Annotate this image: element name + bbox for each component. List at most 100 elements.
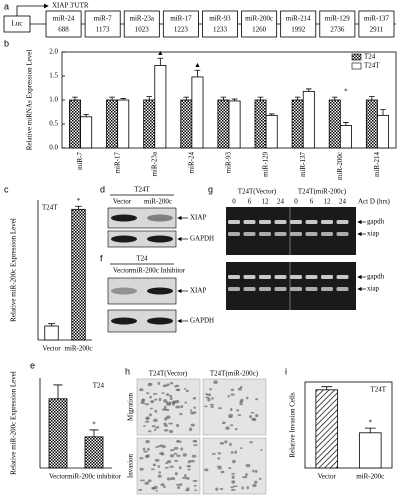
cell: [141, 398, 145, 403]
inset-label: T24T: [42, 204, 58, 212]
blot-strip: [107, 207, 177, 229]
promoter-label: Luc: [12, 20, 23, 28]
bar: [191, 76, 204, 149]
site-box: [162, 10, 199, 38]
cell: [150, 468, 155, 471]
x-tick-label: Vector: [42, 345, 61, 353]
y-axis-label: Relative miR-200c Expression Level: [10, 371, 18, 475]
cell: [143, 450, 148, 453]
bar: [84, 436, 104, 469]
gel-band: [336, 287, 349, 291]
cell: [230, 393, 235, 396]
cell: [161, 392, 165, 394]
cell: [186, 465, 192, 468]
cell: [239, 401, 243, 406]
error-bar: [257, 96, 264, 100]
cell: [144, 403, 150, 406]
cell: [240, 447, 243, 450]
band-label: XIAP: [190, 214, 206, 222]
site-box: [202, 10, 238, 38]
site-name: miR-7: [94, 15, 112, 23]
error-bar: [294, 96, 301, 100]
cell: [207, 393, 212, 397]
y-tick-label: 2.0: [49, 48, 58, 56]
cell: [217, 407, 222, 410]
x-tick-label: miR-7: [76, 152, 84, 170]
band-label: GAPDH: [190, 235, 214, 243]
site-name: miR-137: [364, 15, 389, 23]
cell-line: T24: [136, 255, 148, 263]
panel-letter: i: [285, 366, 287, 376]
cell: [180, 405, 184, 409]
cell: [154, 458, 160, 462]
cell: [168, 422, 173, 425]
annotation: *: [344, 88, 348, 96]
gel-band: [305, 275, 318, 279]
cell: [230, 486, 235, 489]
panel-letter: b: [4, 38, 9, 48]
cell: [145, 454, 151, 458]
cell-line: T24T: [134, 186, 150, 194]
cell: [150, 400, 155, 404]
gel-band: [259, 275, 271, 279]
cell: [228, 467, 232, 470]
cell: [230, 388, 235, 391]
error-bar: [321, 386, 333, 390]
bar: [117, 99, 130, 149]
band-label: xiap: [367, 230, 380, 238]
x-tick-label: miR-137: [299, 152, 307, 177]
bar: [358, 432, 382, 469]
band-label: XIAP: [190, 287, 206, 295]
site-name: miR-93: [209, 15, 231, 23]
cell: [174, 472, 178, 476]
gel-band: [228, 287, 240, 291]
gel-band: [321, 232, 333, 236]
cell: [183, 388, 187, 390]
gel-band: [290, 232, 302, 236]
panel-letter: f: [100, 253, 103, 263]
cell: [240, 385, 243, 389]
x-tick-label: miR-200c: [65, 345, 93, 353]
time-label: 6: [248, 198, 252, 206]
x-tick-label: miR-24: [187, 152, 195, 174]
site-name: miR-200c: [245, 15, 273, 23]
error-bar: [53, 384, 63, 399]
gel-band: [228, 220, 240, 224]
cell: [254, 480, 258, 484]
gel-band: [259, 232, 271, 236]
cell: [169, 465, 174, 468]
blot-band: [111, 235, 137, 243]
legend-swatch: [351, 62, 362, 70]
cell: [209, 403, 215, 406]
bar: [180, 99, 193, 149]
site-box: [241, 10, 278, 38]
cell: [255, 398, 259, 401]
error-bar: [109, 96, 115, 100]
cell: [246, 485, 250, 490]
cell: [144, 420, 150, 423]
y-tick-label: 1.0: [49, 96, 58, 104]
gel-band: [305, 220, 318, 224]
cell: [205, 396, 210, 399]
time-label: 12: [262, 198, 270, 206]
cell: [225, 426, 230, 430]
x-tick-label: miR-214: [373, 152, 381, 177]
time-label: 6: [310, 198, 314, 206]
bar: [265, 114, 278, 149]
error-bar: [183, 96, 190, 100]
cell: [175, 399, 180, 404]
cell: [153, 428, 157, 431]
cell: [169, 429, 174, 434]
cell: [153, 418, 158, 423]
gel-band: [259, 287, 271, 291]
cell: [211, 452, 216, 455]
site-box: [84, 10, 121, 38]
cell: [246, 396, 249, 400]
gel: [226, 262, 356, 310]
error-bar: [75, 205, 82, 210]
y-axis-label: Relative Invasion Cells: [289, 392, 297, 458]
cell: [160, 453, 165, 456]
gel-band: [290, 275, 302, 279]
cell: [149, 407, 154, 410]
